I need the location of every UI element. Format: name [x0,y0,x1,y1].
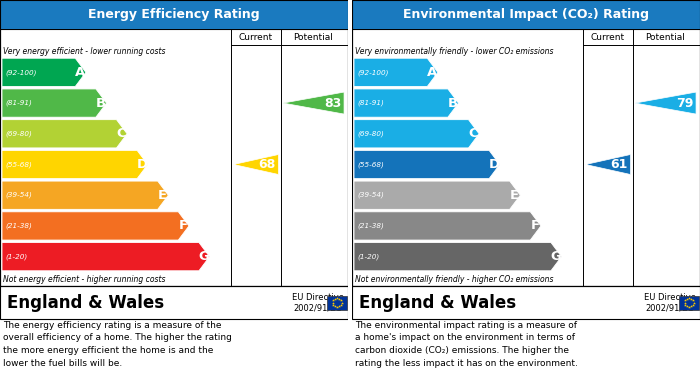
Bar [0,29,348,286]
Text: B: B [448,97,458,109]
Polygon shape [635,92,696,114]
Text: C: C [468,127,478,140]
Bar [352,0,700,286]
Text: Very energy efficient - lower running costs: Very energy efficient - lower running co… [3,47,165,56]
Text: 79: 79 [676,97,693,109]
Text: Environmental Impact (CO₂) Rating: Environmental Impact (CO₂) Rating [403,8,649,21]
Text: (81-91): (81-91) [5,100,32,106]
Text: C: C [117,127,126,140]
Text: E: E [158,189,167,202]
Text: D: D [136,158,148,171]
Text: F: F [178,219,188,232]
Text: 83: 83 [324,97,341,109]
Bar [352,286,700,319]
Text: G: G [550,250,561,263]
Polygon shape [585,154,631,174]
Text: (55-68): (55-68) [357,161,384,168]
Bar [348,0,352,391]
Bar [327,296,347,310]
Polygon shape [354,58,438,86]
Text: E: E [510,189,519,202]
Polygon shape [2,212,189,240]
Text: (81-91): (81-91) [357,100,384,106]
Polygon shape [354,151,500,179]
Text: A: A [427,66,438,79]
Text: Energy Efficiency Rating: Energy Efficiency Rating [88,8,260,21]
Text: The environmental impact rating is a measure of
a home's impact on the environme: The environmental impact rating is a mea… [355,321,578,368]
Polygon shape [234,154,279,174]
Text: Potential: Potential [293,32,333,41]
Text: F: F [531,219,540,232]
Text: EU Directive
2002/91/EC: EU Directive 2002/91/EC [292,293,344,312]
Bar [0,286,348,319]
Text: EU Directive
2002/91/EC: EU Directive 2002/91/EC [644,293,696,312]
Polygon shape [2,242,209,271]
Text: (55-68): (55-68) [5,161,32,168]
Text: 61: 61 [610,158,627,171]
Polygon shape [354,89,458,117]
Text: The energy efficiency rating is a measure of the
overall efficiency of a home. T: The energy efficiency rating is a measur… [3,321,232,368]
Bar [0,0,348,286]
Text: B: B [96,97,106,109]
Text: (92-100): (92-100) [5,69,36,75]
Text: England & Wales: England & Wales [359,294,516,312]
Polygon shape [2,120,127,148]
Polygon shape [2,58,86,86]
Text: (69-80): (69-80) [5,131,32,137]
Text: England & Wales: England & Wales [7,294,164,312]
Polygon shape [283,92,344,114]
Text: Potential: Potential [645,32,685,41]
Text: Not environmentally friendly - higher CO₂ emissions: Not environmentally friendly - higher CO… [355,274,554,283]
Text: (1-20): (1-20) [357,253,379,260]
Text: (21-38): (21-38) [5,223,32,229]
Text: Current: Current [591,32,625,41]
Text: (39-54): (39-54) [357,192,384,199]
Text: Not energy efficient - higher running costs: Not energy efficient - higher running co… [3,274,165,283]
Polygon shape [354,120,479,148]
Polygon shape [354,181,520,209]
Text: (39-54): (39-54) [5,192,32,199]
Text: (1-20): (1-20) [5,253,27,260]
Text: Very environmentally friendly - lower CO₂ emissions: Very environmentally friendly - lower CO… [355,47,554,56]
Polygon shape [354,212,541,240]
Bar [679,296,699,310]
Polygon shape [354,242,561,271]
Text: Current: Current [239,32,273,41]
Text: A: A [75,66,85,79]
Text: 68: 68 [258,158,276,171]
Polygon shape [2,89,106,117]
Bar [352,0,700,29]
Bar [352,29,700,286]
Polygon shape [2,151,148,179]
Text: (69-80): (69-80) [357,131,384,137]
Text: (21-38): (21-38) [357,223,384,229]
Text: D: D [489,158,500,171]
Polygon shape [2,181,168,209]
Bar [0,0,348,29]
Text: G: G [198,250,209,263]
Text: (92-100): (92-100) [357,69,388,75]
